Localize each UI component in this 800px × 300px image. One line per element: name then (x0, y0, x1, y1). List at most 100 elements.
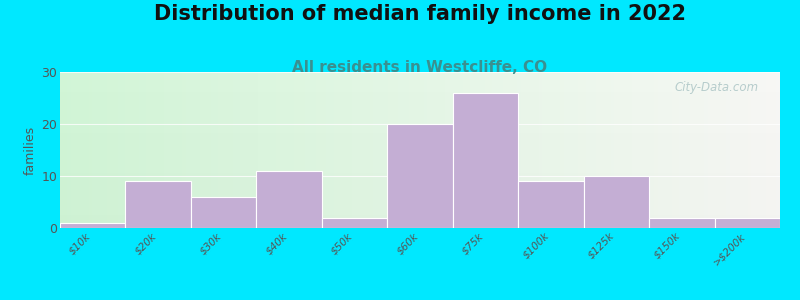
Bar (60, 209, 780, 210)
Bar (430, 72, 434, 228)
Bar (272, 72, 276, 228)
Bar (226, 72, 229, 228)
Bar (60, 206, 780, 207)
Bar (78, 72, 82, 228)
Bar (60, 147, 780, 148)
Bar (82, 72, 85, 228)
Bar (60, 109, 780, 110)
Bar (326, 72, 330, 228)
Bar (60, 112, 780, 113)
Bar (298, 72, 302, 228)
Bar (715, 72, 719, 228)
Bar (60, 135, 780, 136)
Bar (60, 84, 780, 85)
Bar (626, 72, 629, 228)
Bar (345, 72, 348, 228)
Bar (60, 129, 780, 130)
Bar (453, 72, 456, 228)
Bar (737, 72, 741, 228)
Bar (60, 160, 780, 161)
Bar (258, 72, 262, 228)
Bar (518, 72, 521, 228)
Bar (470, 72, 474, 228)
Bar (60, 154, 780, 155)
Bar (60, 156, 780, 157)
Bar (60, 146, 780, 147)
Bar (741, 72, 744, 228)
Bar (262, 72, 266, 228)
Bar (424, 72, 427, 228)
Bar (89, 72, 92, 228)
Bar (60, 75, 780, 76)
Bar (506, 72, 510, 228)
Bar (60, 153, 780, 154)
Bar (247, 72, 251, 228)
Bar (773, 72, 776, 228)
Bar (582, 72, 586, 228)
Bar (60, 125, 780, 126)
Bar (60, 207, 780, 208)
Bar (60, 96, 780, 97)
Bar (377, 72, 381, 228)
Bar (550, 72, 554, 228)
Bar (60, 195, 780, 196)
Bar (60, 158, 780, 159)
Bar (593, 72, 596, 228)
Bar (190, 72, 194, 228)
Bar (114, 72, 118, 228)
Bar (672, 72, 675, 228)
Bar (640, 72, 643, 228)
Bar (413, 72, 417, 228)
Bar (503, 72, 506, 228)
Bar (312, 72, 315, 228)
Bar (60, 117, 780, 118)
Bar (584, 176, 649, 228)
Bar (60, 77, 780, 78)
Bar (734, 72, 737, 228)
Bar (686, 72, 690, 228)
Bar (60, 167, 780, 168)
Bar (266, 72, 269, 228)
Bar (237, 72, 240, 228)
Bar (456, 72, 460, 228)
Bar (669, 72, 672, 228)
Bar (466, 72, 470, 228)
Bar (118, 72, 122, 228)
Bar (607, 72, 611, 228)
Bar (60, 78, 780, 79)
Bar (60, 82, 780, 83)
Bar (60, 184, 780, 185)
Text: Distribution of median family income in 2022: Distribution of median family income in … (154, 4, 686, 25)
Bar (60, 169, 780, 170)
Bar (135, 72, 139, 228)
Bar (233, 72, 237, 228)
Bar (60, 103, 780, 104)
Bar (60, 150, 780, 151)
Bar (60, 177, 780, 178)
Bar (319, 72, 323, 228)
Bar (60, 197, 780, 198)
Bar (395, 72, 398, 228)
Bar (214, 72, 218, 228)
Bar (60, 186, 780, 187)
Bar (60, 162, 780, 163)
Bar (495, 72, 499, 228)
Bar (60, 94, 780, 95)
Bar (200, 72, 204, 228)
Bar (370, 72, 374, 228)
Bar (690, 72, 694, 228)
Bar (60, 192, 780, 193)
Bar (60, 223, 780, 224)
Bar (387, 124, 453, 228)
Bar (60, 100, 780, 101)
Bar (67, 72, 70, 228)
Bar (143, 72, 146, 228)
Bar (86, 72, 89, 228)
Bar (381, 72, 384, 228)
Bar (60, 131, 780, 132)
Bar (60, 87, 780, 88)
Bar (60, 85, 780, 86)
Bar (554, 72, 557, 228)
Bar (60, 168, 780, 169)
Bar (276, 72, 280, 228)
